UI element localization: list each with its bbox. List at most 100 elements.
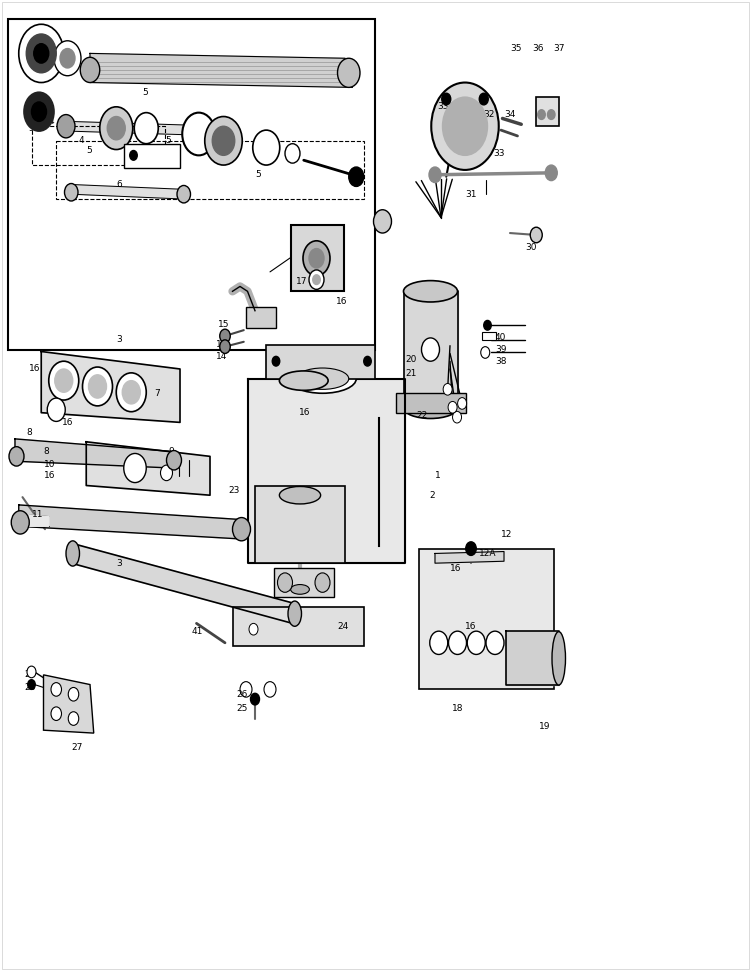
Text: 16: 16 — [450, 563, 461, 573]
Ellipse shape — [289, 364, 356, 393]
Circle shape — [11, 511, 29, 534]
Text: 4: 4 — [79, 136, 84, 146]
Circle shape — [220, 340, 230, 353]
Circle shape — [374, 210, 392, 233]
FancyBboxPatch shape — [124, 144, 180, 168]
Text: 16: 16 — [336, 296, 347, 306]
Circle shape — [122, 381, 140, 404]
Text: 15: 15 — [217, 319, 229, 329]
Text: 41: 41 — [191, 626, 202, 636]
Text: 5: 5 — [26, 39, 32, 49]
Circle shape — [430, 631, 448, 654]
Circle shape — [530, 227, 542, 243]
Text: 16: 16 — [62, 418, 73, 427]
Circle shape — [442, 97, 488, 155]
FancyBboxPatch shape — [419, 549, 554, 689]
Circle shape — [134, 113, 158, 144]
Text: 6: 6 — [116, 180, 122, 189]
Circle shape — [422, 338, 440, 361]
Text: 14: 14 — [216, 352, 227, 361]
Ellipse shape — [404, 397, 457, 419]
Circle shape — [55, 369, 73, 392]
Circle shape — [47, 398, 65, 421]
FancyBboxPatch shape — [396, 393, 466, 413]
Text: 5: 5 — [86, 146, 92, 155]
Polygon shape — [44, 675, 94, 733]
Circle shape — [32, 102, 46, 121]
Circle shape — [467, 631, 485, 654]
Circle shape — [429, 167, 441, 183]
Polygon shape — [506, 631, 559, 685]
Polygon shape — [68, 121, 225, 136]
Text: 20: 20 — [405, 354, 416, 364]
Circle shape — [212, 126, 235, 155]
Circle shape — [264, 682, 276, 697]
Circle shape — [54, 41, 81, 76]
Ellipse shape — [404, 281, 457, 302]
Circle shape — [57, 115, 75, 138]
Circle shape — [26, 34, 56, 73]
Text: 33: 33 — [437, 102, 448, 112]
Polygon shape — [15, 439, 173, 468]
Bar — [291, 225, 344, 291]
Polygon shape — [86, 442, 210, 495]
Ellipse shape — [279, 486, 321, 504]
Circle shape — [205, 117, 242, 165]
Text: 32: 32 — [484, 110, 495, 119]
Circle shape — [484, 320, 491, 330]
Text: 13: 13 — [216, 340, 227, 350]
Ellipse shape — [296, 368, 349, 389]
Circle shape — [481, 347, 490, 358]
Text: 16: 16 — [298, 408, 310, 418]
Circle shape — [545, 165, 557, 181]
Polygon shape — [26, 515, 49, 526]
FancyBboxPatch shape — [232, 607, 364, 646]
Text: 25: 25 — [236, 704, 248, 714]
Circle shape — [82, 367, 112, 406]
Text: 34: 34 — [504, 110, 515, 119]
Circle shape — [100, 107, 133, 150]
Text: 19: 19 — [538, 721, 550, 731]
Circle shape — [9, 447, 24, 466]
Circle shape — [278, 573, 292, 592]
Text: 4: 4 — [28, 110, 34, 119]
Circle shape — [458, 397, 466, 409]
Circle shape — [88, 375, 106, 398]
Circle shape — [313, 275, 320, 285]
Circle shape — [272, 356, 280, 366]
Circle shape — [182, 113, 215, 155]
Ellipse shape — [552, 631, 566, 686]
Text: 5: 5 — [142, 87, 148, 97]
Circle shape — [448, 401, 457, 413]
Circle shape — [34, 44, 49, 63]
Circle shape — [177, 185, 190, 203]
Text: 31: 31 — [465, 189, 476, 199]
Text: 33: 33 — [494, 149, 505, 158]
Text: 12: 12 — [501, 529, 512, 539]
Polygon shape — [41, 352, 180, 422]
FancyBboxPatch shape — [482, 332, 496, 340]
Ellipse shape — [291, 585, 309, 594]
Text: 4: 4 — [58, 129, 64, 139]
Circle shape — [19, 24, 64, 83]
Text: 2: 2 — [429, 490, 434, 500]
Circle shape — [285, 144, 300, 163]
Text: 10: 10 — [314, 578, 325, 587]
Circle shape — [27, 666, 36, 678]
Text: 11: 11 — [32, 510, 43, 519]
Circle shape — [466, 542, 476, 555]
Circle shape — [107, 117, 125, 140]
Circle shape — [49, 361, 79, 400]
Ellipse shape — [279, 371, 328, 390]
Circle shape — [249, 623, 258, 635]
Text: 37: 37 — [554, 44, 565, 53]
Text: 16: 16 — [44, 471, 55, 481]
Text: 4: 4 — [49, 117, 54, 126]
FancyBboxPatch shape — [536, 97, 559, 126]
Circle shape — [116, 373, 146, 412]
Circle shape — [338, 58, 360, 87]
Text: 10: 10 — [44, 459, 55, 469]
Text: 5: 5 — [255, 170, 261, 180]
Text: 5: 5 — [165, 136, 171, 146]
Text: 3: 3 — [116, 335, 122, 345]
